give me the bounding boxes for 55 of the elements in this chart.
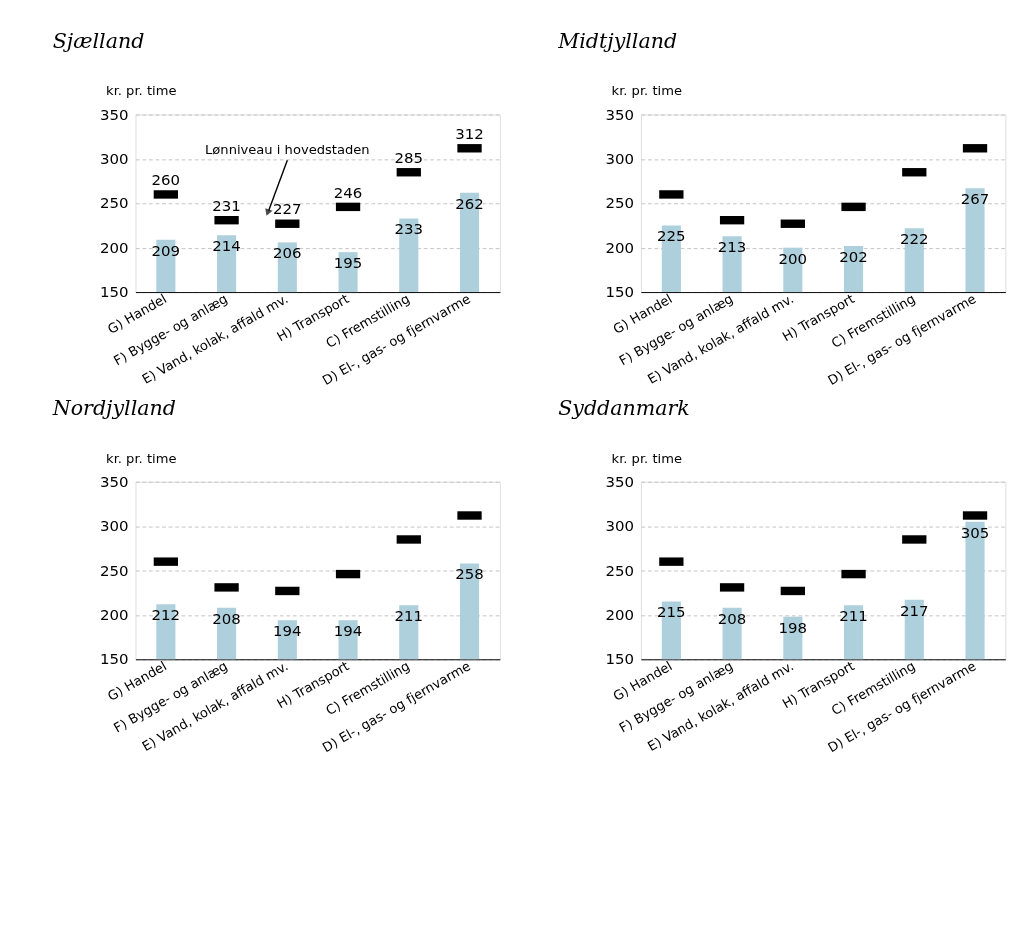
y-tick-label: 300 (605, 150, 634, 169)
y-tick-label: 350 (605, 472, 634, 491)
y-tick-label: 200 (605, 238, 634, 257)
y-tick-label: 250 (99, 561, 129, 580)
data-label: 200 (778, 249, 808, 268)
chart-title: Syddanmark (558, 396, 690, 421)
data-label: 215 (657, 603, 686, 622)
data-label: 231 (212, 196, 241, 215)
y-tick-label: 300 (99, 150, 129, 169)
data-label: 260 (151, 171, 181, 190)
chart-title: Sjælland (52, 29, 145, 54)
data-label: 285 (394, 148, 424, 167)
data-label: 206 (273, 244, 302, 263)
y-tick-label: 250 (605, 561, 634, 580)
data-label: 246 (333, 183, 363, 202)
data-label: 305 (960, 523, 990, 542)
y-tick-label: 250 (99, 194, 129, 213)
data-label: 195 (333, 254, 363, 273)
y-tick-label: 350 (605, 105, 634, 124)
data-label: 194 (273, 622, 302, 641)
data-label: 208 (717, 609, 747, 628)
data-label: 312 (455, 124, 484, 143)
data-label: 233 (394, 220, 424, 239)
data-label: 212 (151, 606, 181, 625)
data-label: 211 (394, 607, 424, 626)
y-tick-label: 300 (605, 517, 634, 536)
data-label: 194 (333, 622, 363, 641)
y-tick-label: 200 (605, 606, 634, 625)
y-tick-label: 300 (99, 517, 129, 536)
data-label: 258 (455, 565, 484, 584)
y-tick-label: 200 (99, 606, 129, 625)
data-label: 227 (273, 200, 302, 219)
data-label: 214 (212, 237, 241, 256)
y-tick-label: 250 (605, 194, 634, 213)
data-label: 202 (839, 247, 868, 266)
data-label: 217 (900, 601, 929, 620)
y-axis-title: kr. pr. time (611, 83, 682, 99)
y-axis-title: kr. pr. time (106, 83, 177, 99)
data-label: 222 (900, 230, 929, 249)
data-label: 208 (212, 609, 241, 628)
y-axis-title: kr. pr. time (106, 450, 177, 466)
y-axis-title: kr. pr. time (611, 450, 682, 466)
data-label: 225 (657, 227, 686, 246)
y-tick-label: 350 (99, 105, 129, 124)
data-label: 198 (778, 618, 808, 637)
chart-title: Nordjylland (51, 396, 176, 421)
data-label: 209 (151, 241, 181, 260)
y-tick-label: 200 (99, 238, 129, 257)
annotation: Lønniveau i hovedstaden (205, 141, 370, 157)
y-tick-label: 350 (99, 472, 129, 491)
data-label: 211 (839, 607, 868, 626)
data-label: 213 (717, 238, 747, 257)
data-label: 267 (960, 190, 990, 209)
chart-title: Midtjylland (557, 29, 678, 54)
data-label: 262 (455, 194, 484, 213)
